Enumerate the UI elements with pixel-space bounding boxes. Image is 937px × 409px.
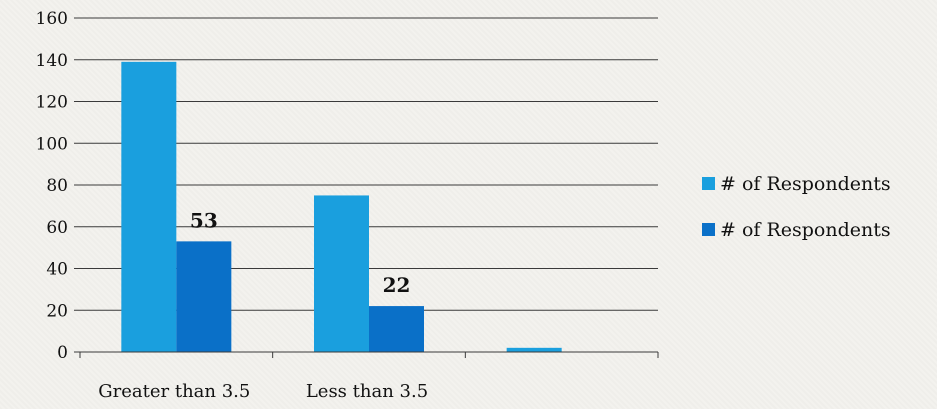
legend-label: # of Respondents	[720, 219, 891, 241]
bar	[506, 347, 562, 352]
x-axis	[79, 351, 659, 358]
y-tick-label: 80	[46, 176, 68, 196]
data-label: 53	[190, 208, 218, 232]
y-tick-label: 160	[36, 9, 68, 29]
legend: # of Respondents # of Respondents	[702, 173, 891, 241]
x-category-label: Less than 3.5	[306, 381, 428, 402]
y-tick-label: 40	[46, 260, 68, 280]
data-label: 22	[383, 273, 411, 297]
y-axis-tick-labels: 0 20 40 60 80 100 120 140 160	[36, 9, 80, 363]
bars	[121, 61, 562, 353]
y-tick-label: 60	[46, 218, 68, 238]
y-tick-label: 20	[46, 301, 68, 321]
legend-swatch	[702, 177, 715, 190]
y-tick-label: 0	[57, 343, 68, 363]
bar	[121, 61, 177, 353]
legend-label: # of Respondents	[720, 173, 891, 195]
x-axis-category-labels: Greater than 3.5 Less than 3.5	[98, 381, 428, 402]
legend-swatch	[702, 223, 715, 236]
data-labels: 53 22	[190, 208, 411, 297]
y-tick-label: 100	[36, 134, 68, 154]
x-category-label: Greater than 3.5	[98, 381, 250, 402]
bar	[369, 306, 424, 352]
y-tick-label: 140	[36, 51, 68, 71]
bar	[176, 241, 232, 352]
bar	[314, 195, 369, 352]
y-tick-label: 120	[36, 93, 68, 113]
